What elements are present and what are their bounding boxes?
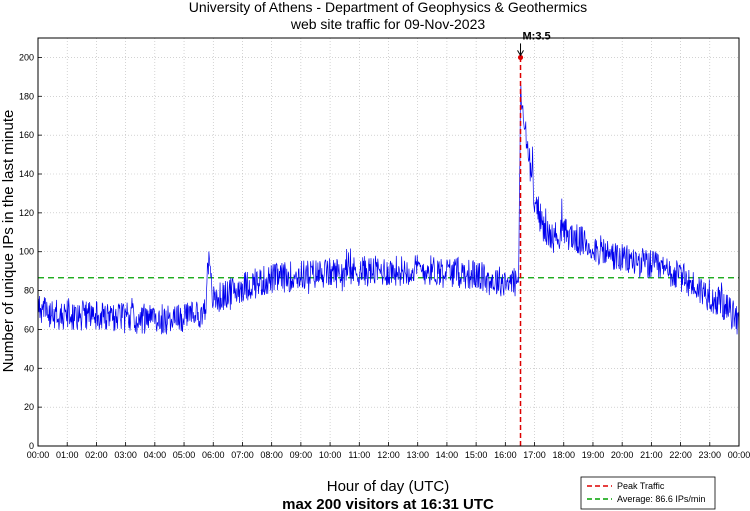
x-tick-label: 03:00 — [114, 450, 137, 460]
grid — [37, 38, 740, 447]
y-tick-label: 40 — [24, 363, 34, 373]
x-tick-label: 00:00 — [27, 450, 50, 460]
x-tick-label: 13:00 — [406, 450, 429, 460]
y-tick-label: 80 — [24, 286, 34, 296]
x-tick-label: 08:00 — [260, 450, 283, 460]
x-tick-labels: 00:00 01:00 02:00 03:00 04:00 05:00 06:00 07:00… — [27, 450, 750, 460]
series-layer — [37, 85, 740, 336]
y-tick-label: 180 — [19, 91, 34, 101]
y-tick-label: 120 — [19, 208, 34, 218]
chart-title-line-2: web site traffic for 09-Nov-2023 — [290, 16, 485, 32]
x-axis-label: Hour of day (UTC) — [327, 478, 450, 495]
y-tick-label: 100 — [19, 247, 34, 257]
peak-marker — [517, 54, 524, 61]
y-tick-label: 0 — [29, 441, 34, 451]
x-tick-label: 11:00 — [348, 450, 370, 460]
plot-frame — [37, 37, 740, 447]
x-tick-label: 22:00 — [669, 450, 692, 460]
x-tick-label: 05:00 — [173, 450, 196, 460]
y-tick-label: 60 — [24, 324, 34, 334]
y-tick-label: 200 — [19, 52, 34, 62]
legend: Peak Traffic Average: 86.6 IPs/min — [580, 476, 716, 510]
legend-label-average: Average: 86.6 IPs/min — [617, 494, 705, 504]
y-tick-label: 20 — [24, 402, 34, 412]
x-tick-label: 04:00 — [144, 450, 167, 460]
x-tick-label: 18:00 — [552, 450, 575, 460]
peak-layer: M:3.5 — [517, 30, 551, 446]
peak-label: M:3.5 — [523, 30, 551, 42]
traffic-series-line — [37, 85, 740, 336]
peak-arrow-head — [517, 50, 524, 57]
y-tick-label: 160 — [19, 130, 34, 140]
x-tick-label: 21:00 — [640, 450, 663, 460]
x-tick-label: 07:00 — [231, 450, 254, 460]
x-tick-label: 20:00 — [611, 450, 634, 460]
chart-subtitle: max 200 visitors at 16:31 UTC — [282, 496, 494, 511]
x-tick-label: 00:00 — [728, 450, 750, 460]
x-tick-label: 01:00 — [56, 450, 79, 460]
x-tick-label: 15:00 — [465, 450, 488, 460]
legend-label-peak: Peak Traffic — [617, 481, 665, 491]
x-tick-label: 02:00 — [85, 450, 108, 460]
legend-box — [580, 476, 716, 510]
y-tick-label: 140 — [19, 169, 34, 179]
x-tick-label: 19:00 — [582, 450, 605, 460]
x-tick-label: 09:00 — [290, 450, 313, 460]
x-tick-label: 06:00 — [202, 450, 225, 460]
x-tick-label: 10:00 — [319, 450, 342, 460]
x-tick-label: 17:00 — [523, 450, 546, 460]
x-tick-label: 23:00 — [699, 450, 722, 460]
y-axis-label: Number of unique IPs in the last minute — [0, 110, 17, 373]
x-tick-label: 16:00 — [494, 450, 517, 460]
y-tick-labels: 0 20 40 60 80 100 120 140 160 180 200 — [19, 52, 34, 451]
x-tick-label: 12:00 — [377, 450, 400, 460]
chart-title-line-1: University of Athens - Department of Geo… — [189, 0, 587, 15]
x-tick-label: 14:00 — [436, 450, 459, 460]
